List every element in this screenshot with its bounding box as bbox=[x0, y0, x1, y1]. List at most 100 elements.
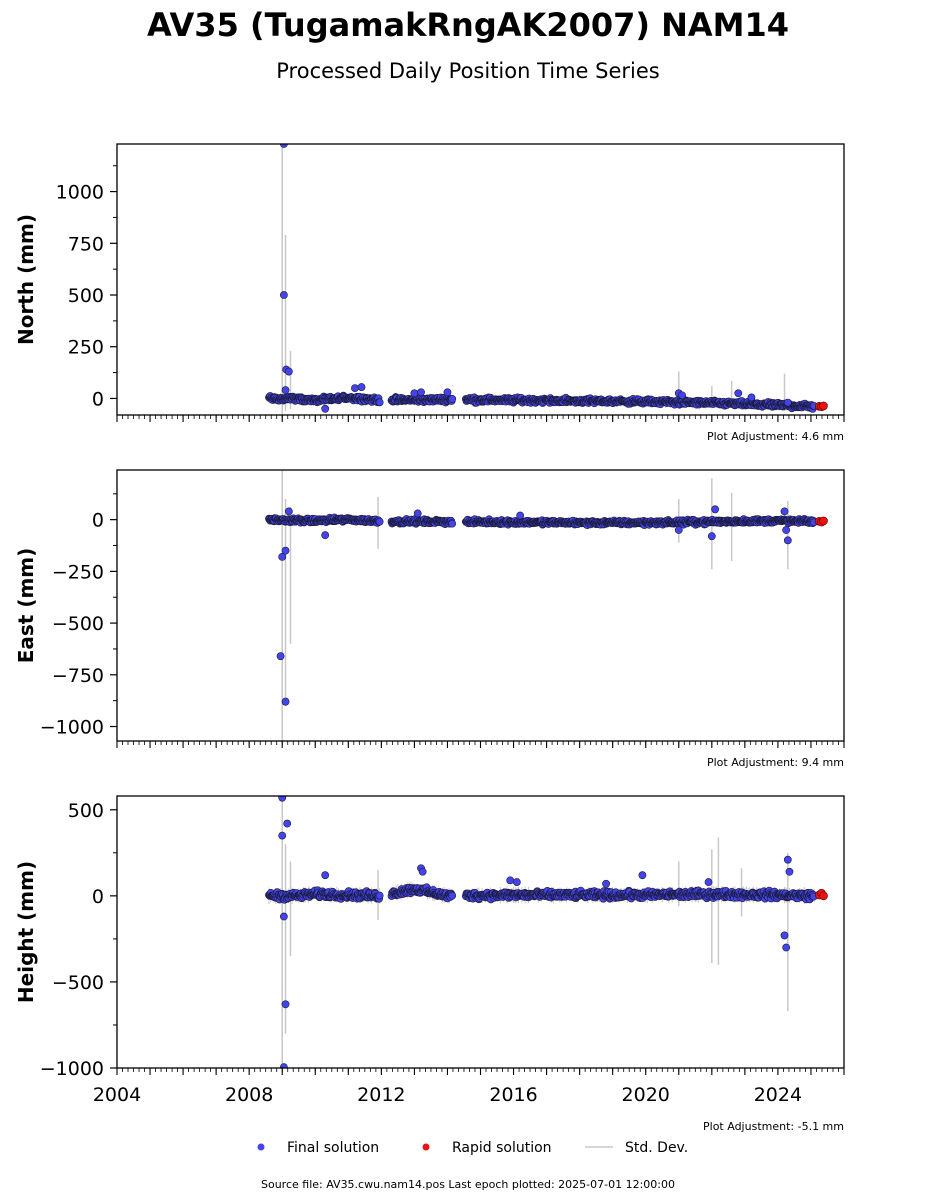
legend-final-label: Final solution bbox=[287, 1140, 379, 1156]
plot-adjustment-note: Plot Adjustment: 9.4 mm bbox=[707, 756, 844, 769]
final-point bbox=[707, 532, 716, 541]
final-point bbox=[602, 879, 610, 888]
y-tick-label: −500 bbox=[52, 613, 104, 635]
final-point bbox=[357, 383, 366, 391]
x-tick-label: 2020 bbox=[622, 1084, 670, 1106]
final-point bbox=[516, 511, 525, 520]
final-point bbox=[375, 398, 384, 407]
legend-std-label: Std. Dev. bbox=[625, 1140, 688, 1156]
y-tick-label: 0 bbox=[92, 388, 104, 410]
legend-final-marker bbox=[257, 1143, 265, 1151]
y-tick-label: −500 bbox=[52, 972, 104, 994]
x-tick-label: 2024 bbox=[754, 1084, 802, 1106]
rapid-point bbox=[819, 401, 828, 411]
final-point bbox=[375, 517, 384, 526]
plot-adjustment-note: Plot Adjustment: 4.6 mm bbox=[707, 430, 844, 443]
x-tick-label: 2012 bbox=[357, 1084, 405, 1106]
final-point bbox=[279, 291, 288, 299]
final-point bbox=[783, 855, 792, 864]
final-point bbox=[417, 388, 425, 397]
final-point bbox=[375, 891, 384, 900]
figure-subtitle: Processed Daily Position Time Series bbox=[276, 59, 660, 83]
final-point bbox=[674, 526, 683, 534]
legend-rapid-label: Rapid solution bbox=[452, 1140, 552, 1156]
legend-rapid-marker bbox=[422, 1143, 430, 1151]
final-point bbox=[448, 519, 457, 528]
final-point bbox=[782, 943, 791, 952]
panel-0: 0 250 500 750 1000 North (mm) Plot Adjustment:… bbox=[14, 143, 845, 443]
final-point bbox=[283, 819, 292, 828]
final-point bbox=[279, 1063, 288, 1068]
y-tick-label: 250 bbox=[68, 337, 104, 359]
final-point bbox=[638, 871, 647, 880]
final-point bbox=[448, 891, 457, 900]
y-axis-label: Height (mm) bbox=[14, 861, 38, 1003]
axes-frame bbox=[116, 469, 845, 742]
final-point bbox=[443, 388, 452, 397]
final-point bbox=[704, 878, 713, 886]
panel-2: −1000 −500 0 500 2004 2008 2012 2016 2020 2024 Hei… bbox=[14, 795, 845, 1133]
final-point bbox=[279, 912, 288, 921]
final-point bbox=[351, 384, 359, 393]
y-tick-label: −250 bbox=[52, 561, 104, 583]
final-point bbox=[281, 1000, 290, 1009]
final-point bbox=[678, 391, 686, 400]
y-tick-label: 1000 bbox=[56, 182, 104, 204]
panel-1: −1000 −750 −500 −250 0 East (mm) Plot Adjustme… bbox=[14, 469, 845, 769]
final-point bbox=[321, 404, 330, 413]
final-point bbox=[734, 389, 743, 398]
final-point bbox=[780, 931, 789, 940]
plot-area bbox=[265, 144, 828, 415]
final-point bbox=[276, 652, 285, 661]
final-point bbox=[711, 505, 720, 514]
final-point bbox=[278, 831, 287, 840]
final-point bbox=[281, 546, 290, 555]
final-point bbox=[284, 507, 293, 516]
final-point bbox=[783, 398, 792, 407]
axes-frame bbox=[116, 795, 845, 1069]
y-tick-label: −750 bbox=[52, 665, 104, 687]
rapid-point bbox=[819, 516, 828, 526]
figure-title: AV35 (TugamakRngAK2007) NAM14 bbox=[147, 6, 789, 44]
x-tick-label: 2008 bbox=[225, 1084, 273, 1106]
final-point bbox=[418, 867, 427, 876]
y-axis-label: North (mm) bbox=[14, 214, 38, 345]
final-point bbox=[780, 507, 789, 516]
final-point bbox=[747, 393, 756, 402]
final-point bbox=[512, 878, 521, 886]
rapid-point bbox=[819, 891, 828, 901]
final-point bbox=[278, 552, 287, 561]
y-tick-label: 500 bbox=[68, 285, 104, 307]
plot-area bbox=[265, 470, 828, 741]
y-tick-label: 500 bbox=[68, 800, 104, 822]
final-point bbox=[410, 389, 419, 398]
final-point bbox=[448, 395, 457, 403]
x-tick-label: 2004 bbox=[93, 1084, 141, 1106]
axes-frame bbox=[116, 143, 845, 416]
y-tick-label: −1000 bbox=[40, 717, 104, 739]
legend: Final solution Rapid solution Std. Dev. bbox=[257, 1140, 688, 1156]
y-axis-label: East (mm) bbox=[14, 548, 38, 664]
final-point bbox=[785, 867, 794, 876]
y-tick-label: −1000 bbox=[40, 1058, 104, 1080]
final-point bbox=[413, 509, 422, 518]
source-note: Source file: AV35.cwu.nam14.pos Last epo… bbox=[261, 1178, 675, 1191]
final-point bbox=[321, 871, 330, 880]
final-point bbox=[783, 536, 792, 545]
plot-area bbox=[265, 796, 828, 1068]
x-tick-label: 2016 bbox=[489, 1084, 537, 1106]
plot-adjustment-note: Plot Adjustment: -5.1 mm bbox=[703, 1120, 844, 1133]
final-point bbox=[279, 144, 288, 148]
final-point bbox=[506, 876, 515, 885]
final-point bbox=[782, 526, 791, 534]
final-point bbox=[284, 367, 293, 376]
y-tick-label: 0 bbox=[92, 886, 104, 908]
final-point bbox=[281, 697, 290, 706]
y-tick-label: 750 bbox=[68, 233, 104, 255]
final-point bbox=[281, 386, 290, 395]
final-point bbox=[278, 796, 287, 802]
y-tick-label: 0 bbox=[92, 510, 104, 532]
final-point bbox=[321, 531, 330, 540]
panels: 0 250 500 750 1000 North (mm) Plot Adjustment:… bbox=[14, 143, 845, 1133]
